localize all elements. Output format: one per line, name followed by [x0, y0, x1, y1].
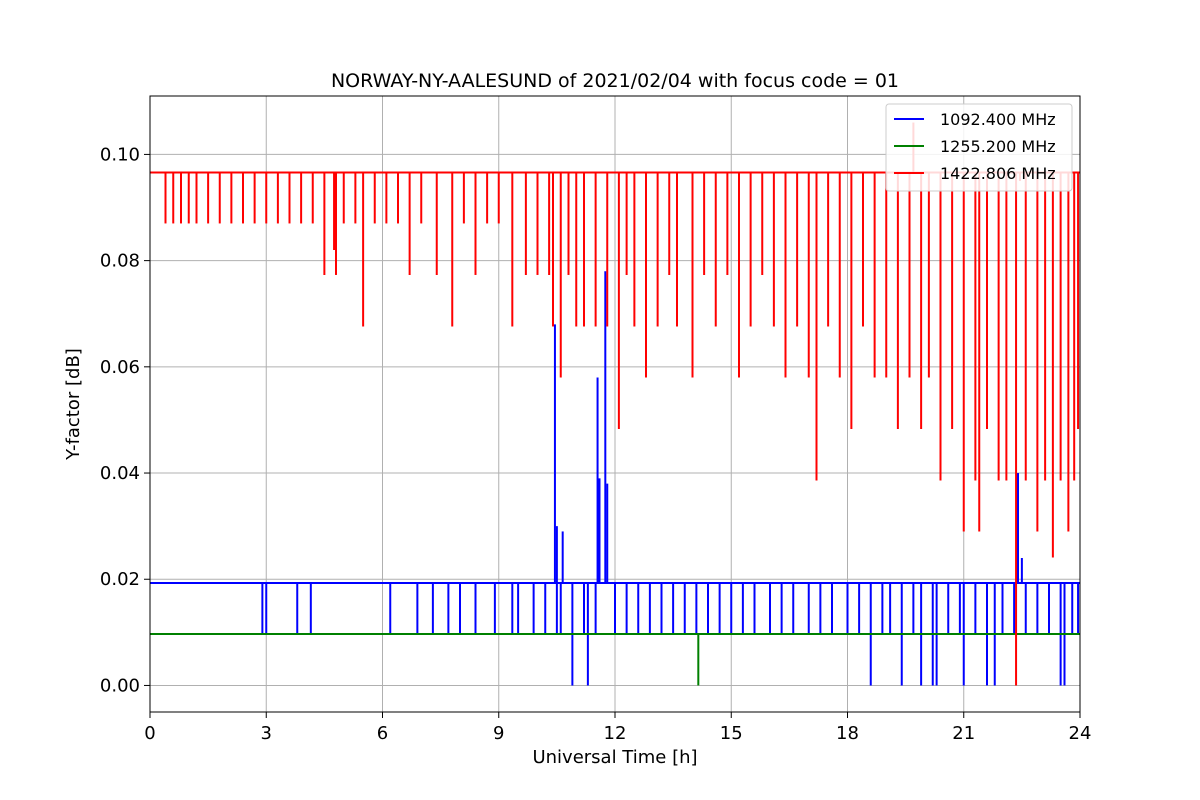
legend: 1092.400 MHz 1255.200 MHz 1422.806 MHz [885, 103, 1073, 192]
x-tick-label: 18 [836, 723, 859, 744]
x-tick-label: 21 [952, 723, 975, 744]
chart-title: NORWAY-NY-AALESUND of 2021/02/04 with fo… [331, 70, 899, 92]
y-axis-label: Y-factor [dB] [63, 348, 84, 461]
y-tick-label: 0.02 [100, 569, 140, 590]
x-tick-label: 9 [493, 723, 504, 744]
legend-label: 1092.400 MHz [940, 110, 1056, 129]
x-axis-label: Universal Time [h] [532, 747, 697, 768]
series-layer [150, 122, 1080, 686]
y-tick-label: 0.00 [100, 675, 140, 696]
y-tick-label: 0.04 [100, 463, 140, 484]
x-tick-label: 6 [377, 723, 388, 744]
legend-box [885, 103, 1073, 192]
x-tick-label: 24 [1069, 723, 1092, 744]
x-tick-label: 12 [604, 723, 627, 744]
tick-layer: 0 3 6 9 12 15 18 21 24 0.00 0.02 0.04 0.06 0.08 0.10 [100, 144, 1092, 744]
series-line [150, 632, 1080, 686]
series-line [150, 122, 1080, 686]
y-tick-label: 0.10 [100, 144, 140, 165]
x-tick-label: 15 [720, 723, 743, 744]
legend-label: 1255.200 MHz [940, 137, 1056, 156]
y-tick-label: 0.06 [100, 357, 140, 378]
y-tick-label: 0.08 [100, 251, 140, 272]
x-tick-label: 3 [261, 723, 272, 744]
legend-label: 1422.806 MHz [940, 164, 1056, 183]
x-tick-label: 0 [144, 723, 155, 744]
